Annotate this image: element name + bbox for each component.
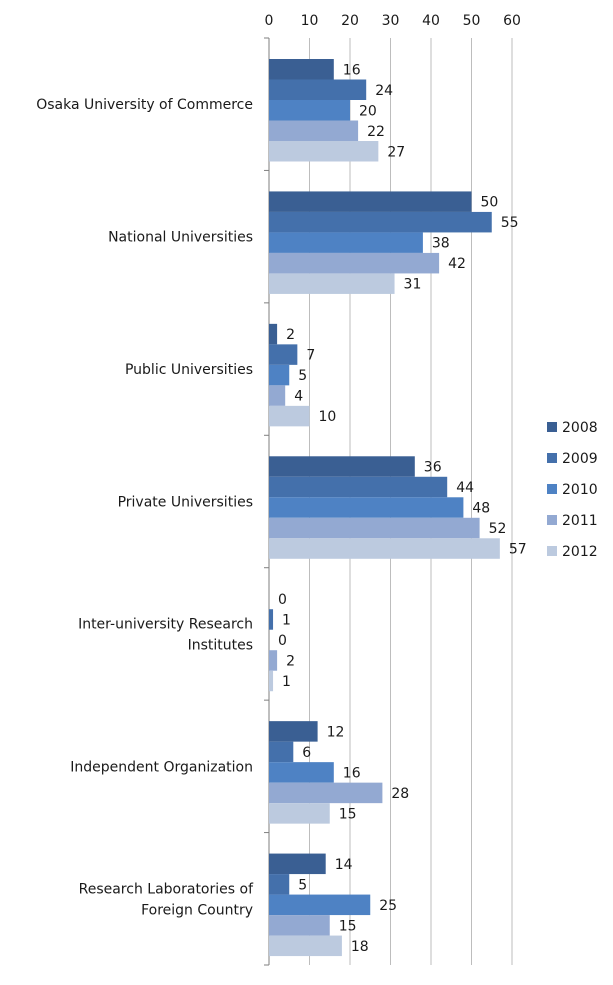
category-label: National Universities [108, 230, 253, 246]
bar [269, 803, 330, 824]
legend-label: 2010 [562, 482, 598, 498]
bar [269, 323, 278, 345]
bar [269, 782, 383, 804]
bar [269, 762, 334, 783]
data-label: 2 [286, 653, 295, 669]
bar [269, 894, 371, 916]
bar [269, 853, 326, 875]
data-label: 44 [456, 480, 474, 496]
bar [269, 120, 359, 141]
data-label: 20 [359, 103, 377, 119]
x-tick-label: 30 [382, 13, 400, 29]
bar [269, 79, 367, 100]
data-label: 4 [294, 389, 303, 405]
data-label: 16 [343, 62, 361, 78]
bar [269, 191, 472, 212]
legend-swatch [547, 453, 557, 463]
bar [269, 874, 290, 895]
bar [269, 141, 379, 162]
legend-swatch [547, 484, 557, 494]
data-label: 16 [343, 765, 361, 781]
bar [269, 273, 395, 294]
x-tick-label: 10 [301, 13, 319, 29]
category-label: Private Universities [118, 495, 253, 511]
bar [269, 100, 350, 121]
bar [269, 935, 342, 957]
data-label: 31 [404, 277, 422, 293]
bar [269, 405, 310, 427]
legend-swatch [547, 515, 557, 525]
data-label: 27 [387, 144, 405, 160]
data-labels: 1624202227505538423127541036444852570102… [278, 62, 527, 955]
category-label: Public Universities [125, 362, 253, 378]
data-label: 0 [278, 592, 287, 608]
category-label: Inter-university Research Institutes [78, 616, 253, 653]
data-label: 10 [319, 409, 337, 425]
bar [269, 650, 278, 671]
bar [269, 364, 290, 386]
data-label: 55 [501, 215, 519, 231]
data-label: 22 [367, 124, 385, 140]
legend-label: 2011 [562, 513, 598, 529]
data-label: 24 [375, 83, 393, 99]
category-labels: Osaka University of Commerce National Uni… [36, 97, 254, 918]
legend: 2008 2009 2010 2011 2012 [547, 420, 598, 560]
category-label: Research Laboratories of Foreign Country [79, 881, 254, 918]
data-label: 52 [489, 521, 507, 537]
data-label: 57 [509, 542, 527, 558]
bar [269, 670, 274, 692]
bar [269, 385, 286, 406]
bar [269, 252, 440, 274]
legend-label: 2012 [562, 544, 598, 560]
bars [269, 59, 500, 957]
data-label: 1 [282, 612, 291, 628]
data-label: 42 [448, 256, 466, 272]
data-label: 36 [424, 460, 442, 476]
x-tick-label: 60 [503, 13, 521, 29]
x-tick-label: 20 [341, 13, 359, 29]
data-label: 25 [379, 898, 397, 914]
data-label: 50 [481, 195, 499, 211]
bar [269, 211, 492, 233]
data-label: 7 [306, 348, 315, 364]
bar [269, 538, 500, 559]
data-label: 15 [339, 806, 357, 822]
legend-label: 2009 [562, 451, 598, 467]
data-label: 48 [472, 501, 490, 517]
legend-swatch [547, 422, 557, 432]
bar [269, 476, 448, 498]
x-tick-label: 40 [422, 13, 440, 29]
bar [269, 232, 423, 253]
data-label: 2 [286, 327, 295, 343]
category-label: Independent Organization [70, 759, 253, 775]
bar [269, 456, 415, 477]
data-label: 12 [327, 724, 345, 740]
x-tick-label: 50 [463, 13, 481, 29]
bar [269, 721, 318, 742]
bar [269, 59, 334, 80]
data-label: 18 [351, 939, 369, 955]
data-label: 5 [298, 877, 307, 893]
bar [269, 609, 274, 630]
data-label: 1 [282, 674, 291, 690]
bar [269, 915, 330, 936]
category-label: Osaka University of Commerce [36, 97, 253, 113]
legend-swatch [547, 546, 557, 556]
data-label: 5 [298, 368, 307, 384]
bar [269, 344, 298, 365]
bar [269, 741, 294, 763]
bar [269, 497, 464, 518]
data-label: 28 [391, 786, 409, 802]
data-label: 38 [432, 236, 450, 252]
data-label: 14 [335, 857, 353, 873]
legend-label: 2008 [562, 420, 598, 436]
data-label: 0 [278, 633, 287, 649]
x-tick-label: 0 [265, 13, 274, 29]
bar [269, 517, 480, 539]
data-label: 15 [339, 918, 357, 934]
data-label: 6 [302, 745, 311, 761]
x-axis-ticks: 0 10 20 30 40 50 60 [265, 13, 521, 29]
